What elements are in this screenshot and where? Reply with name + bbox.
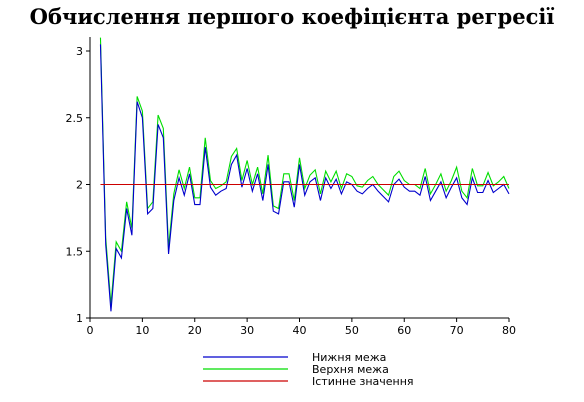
x-tick-label: 70 [450,324,464,337]
legend-item-upper-bound-label: Верхня межа [312,363,389,376]
y-tick-label: 2.5 [66,112,84,125]
x-tick-label: 50 [345,324,359,337]
legend-item-lower-bound-label: Нижня межа [312,351,386,364]
axes [89,37,509,319]
y-tick-label: 1.5 [66,245,84,258]
y-tick-label: 1 [76,312,83,325]
x-tick-label: 80 [502,324,516,337]
y-tick-label: 2 [76,179,83,192]
upper-bound-line [99,37,510,305]
x-tick-label: 20 [188,324,202,337]
y-tick-label: 3 [76,45,83,58]
x-tick-label: 30 [240,324,254,337]
ticks: 0 10 20 30 40 50 60 70 80 1 1.5 2 2.5 3 [66,45,517,337]
x-tick-label: 0 [87,324,94,337]
x-tick-label: 40 [293,324,307,337]
lower-bound-line [99,44,510,312]
plot-area [99,37,510,312]
x-tick-label: 60 [397,324,411,337]
chart-title: Обчислення першого коефіцієнта регресії [30,4,555,29]
legend-item-true-value-label: Істинне значення [312,375,414,388]
x-tick-label: 10 [135,324,149,337]
